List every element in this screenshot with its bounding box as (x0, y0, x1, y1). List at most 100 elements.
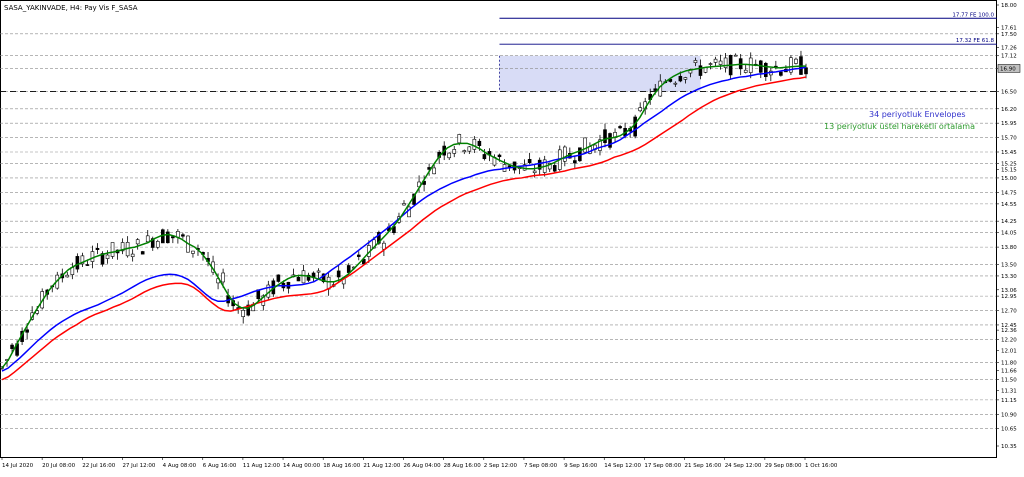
candle-body (452, 149, 457, 154)
candle-body (547, 162, 552, 170)
candle-body (276, 274, 281, 282)
y-tick-label: 10.35 (1001, 444, 1017, 450)
candle-body (80, 255, 85, 265)
candle-body (708, 63, 713, 65)
candle-body (698, 65, 703, 76)
envelopes-label: 34 periyotluk Envelopes (869, 110, 966, 119)
y-tick-label: 13.06 (1001, 288, 1017, 294)
y-tick-label: 15.45 (1001, 150, 1017, 156)
x-tick-label: 14 Jul 2020 (2, 463, 34, 469)
x-tick-label: 21 Aug 12:00 (363, 463, 401, 469)
candle-body (336, 270, 341, 278)
candle-body (150, 238, 155, 248)
candle-body (804, 67, 808, 75)
current-price-badge (997, 64, 1021, 73)
candle-body (598, 139, 602, 151)
candle-body (171, 236, 175, 239)
candle-body (321, 273, 326, 283)
candle-body (633, 116, 637, 137)
candle-body (25, 329, 29, 333)
candle-body (432, 167, 436, 175)
y-tick-label: 12.36 (1001, 328, 1017, 334)
y-tick-label: 18.00 (1001, 3, 1017, 9)
candle-body (477, 140, 482, 146)
y-tick-label: 17.12 (1001, 54, 1017, 60)
y-tick-label: 16.20 (1001, 107, 1017, 113)
candle-body (221, 272, 225, 283)
candle-body (678, 75, 683, 82)
candle-body (763, 62, 768, 78)
y-tick-label: 11.50 (1001, 378, 1017, 384)
chart-title: SASA_YAKINVADE, H4: Pay Vis F_SASA (4, 4, 138, 12)
candle-body (377, 232, 381, 244)
candle-body (166, 231, 170, 244)
candle-body (532, 170, 537, 174)
y-tick-label: 12.95 (1001, 294, 1017, 300)
candle-body (472, 138, 477, 150)
candle-body (90, 251, 95, 262)
candle-body (161, 229, 165, 244)
x-tick-label: 28 Aug 16:00 (444, 463, 482, 469)
x-tick-label: 24 Sep 12:00 (725, 463, 762, 469)
candle-body (733, 54, 738, 57)
candle-body (457, 134, 462, 144)
candle-body (583, 137, 587, 153)
candle-body (608, 133, 612, 148)
candle-body (140, 251, 145, 255)
candle-body (95, 248, 100, 250)
candle-body (191, 250, 195, 254)
candle-body (110, 242, 115, 257)
current-price-label: 16.90 (1000, 66, 1016, 72)
candle-body (573, 160, 577, 164)
candle-body (296, 276, 301, 282)
y-tick-label: 11.15 (1001, 398, 1017, 404)
y-tick-label: 15.70 (1001, 136, 1017, 142)
candle-body (552, 165, 557, 172)
y-tick-label: 17.61 (1001, 25, 1017, 31)
y-tick-label: 14.75 (1001, 190, 1017, 196)
series-line-0 (1, 66, 807, 372)
x-tick-label: 21 Sep 16:00 (685, 463, 722, 469)
candle-body (301, 270, 306, 284)
candle-body (316, 270, 321, 273)
y-tick-label: 12.01 (1001, 348, 1017, 354)
x-tick-label: 4 Aug 08:00 (163, 463, 197, 469)
y-tick-label: 17.26 (1001, 46, 1017, 52)
candle-body (10, 344, 14, 349)
y-tick-label: 10.65 (1001, 427, 1017, 433)
candle-body (65, 274, 70, 278)
candle-body (130, 253, 135, 258)
x-tick-label: 26 Aug 04:00 (404, 463, 442, 469)
x-tick-label: 7 Sep 08:00 (524, 463, 558, 469)
candle-body (306, 274, 311, 281)
y-tick-label: 13.30 (1001, 274, 1017, 280)
candle-body (537, 159, 542, 170)
y-tick-label: 11.66 (1001, 368, 1017, 374)
candle-body (105, 254, 110, 259)
x-tick-label: 14 Sep 12:00 (604, 463, 641, 469)
x-tick-label: 27 Jul 12:00 (122, 463, 155, 469)
candle-body (673, 82, 678, 85)
y-tick-label: 13.50 (1001, 262, 1017, 268)
x-tick-label: 29 Sep 08:00 (765, 463, 802, 469)
candle-body (482, 154, 487, 160)
y-tick-label: 14.55 (1001, 202, 1017, 208)
y-tick-label: 15.15 (1001, 167, 1017, 173)
candle-body (462, 150, 467, 153)
x-tick-label: 14 Aug 00:00 (283, 463, 321, 469)
candle-body (447, 152, 452, 159)
y-tick-label: 14.05 (1001, 231, 1017, 237)
candle-body (723, 57, 728, 68)
candle-body (794, 58, 798, 64)
x-tick-label: 17 Sep 08:00 (644, 463, 681, 469)
candle-body (120, 242, 125, 252)
candle-body (718, 60, 723, 65)
candle-body (743, 69, 748, 73)
x-tick-label: 22 Jul 16:00 (82, 463, 115, 469)
candle-body (603, 129, 607, 144)
candle-body (181, 234, 185, 237)
candle-body (402, 203, 406, 206)
y-tick-label: 12.20 (1001, 337, 1017, 343)
